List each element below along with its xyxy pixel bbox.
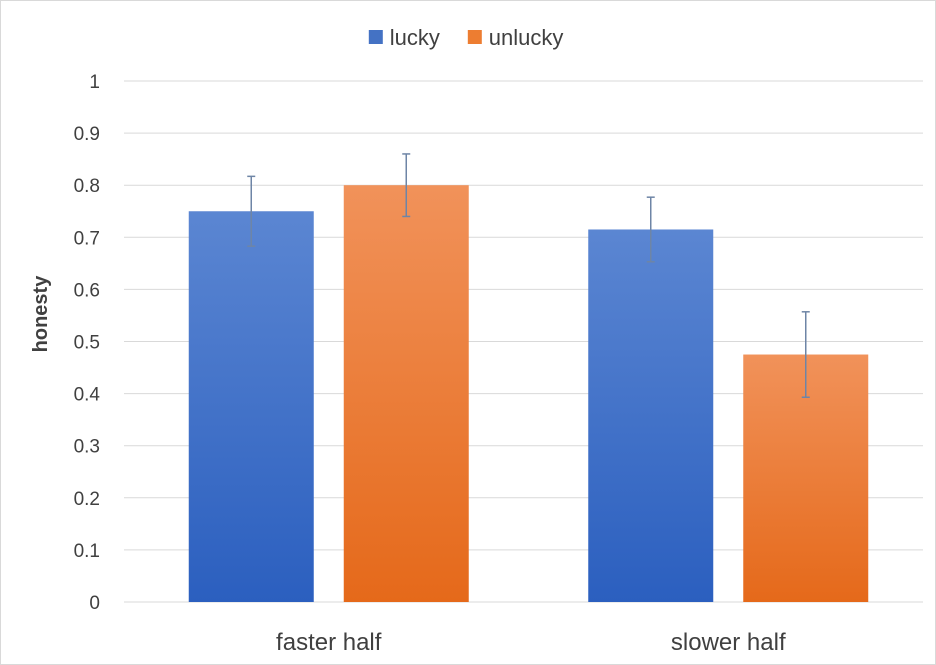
legend-label: lucky — [390, 25, 440, 50]
bars — [188, 185, 869, 603]
y-tick-label: 0.8 — [74, 176, 100, 197]
y-tick-label: 0.4 — [74, 385, 101, 406]
y-tick-label: 1 — [89, 72, 100, 93]
legend-swatch — [467, 30, 482, 44]
error-bars — [247, 153, 810, 398]
bar-lucky-faster-half — [188, 211, 314, 602]
y-tick-label: 0.1 — [74, 541, 100, 562]
legend-label: unlucky — [489, 25, 564, 50]
bar-lucky-slower-half — [588, 229, 714, 603]
x-axis-categories: faster half slower half — [276, 629, 786, 656]
bar-unlucky-faster-half — [343, 185, 469, 602]
y-tick-label: 0.2 — [74, 489, 100, 510]
legend: lucky unlucky — [368, 25, 564, 50]
legend-swatch — [368, 30, 383, 44]
error-bar — [247, 175, 256, 247]
y-tick-label: 0.6 — [74, 280, 100, 301]
legend-item-unlucky: unlucky — [467, 25, 564, 50]
y-tick-label: 0.5 — [74, 333, 100, 354]
y-axis-title: honesty — [30, 275, 52, 353]
y-tick-label: 0.3 — [74, 437, 100, 458]
y-tick-label: 0.7 — [74, 228, 100, 249]
x-category-label: slower half — [671, 629, 786, 656]
legend-item-lucky: lucky — [368, 25, 440, 50]
y-tick-label: 0 — [89, 593, 100, 614]
error-bar — [402, 153, 411, 218]
y-tick-label: 0.9 — [74, 124, 100, 145]
error-bar — [646, 196, 655, 263]
x-category-label: faster half — [276, 629, 382, 656]
y-axis-ticks: 0 0.1 0.2 0.3 0.4 0.5 0.6 0.7 0.8 0.9 1 — [74, 72, 101, 614]
error-bar — [801, 311, 810, 398]
